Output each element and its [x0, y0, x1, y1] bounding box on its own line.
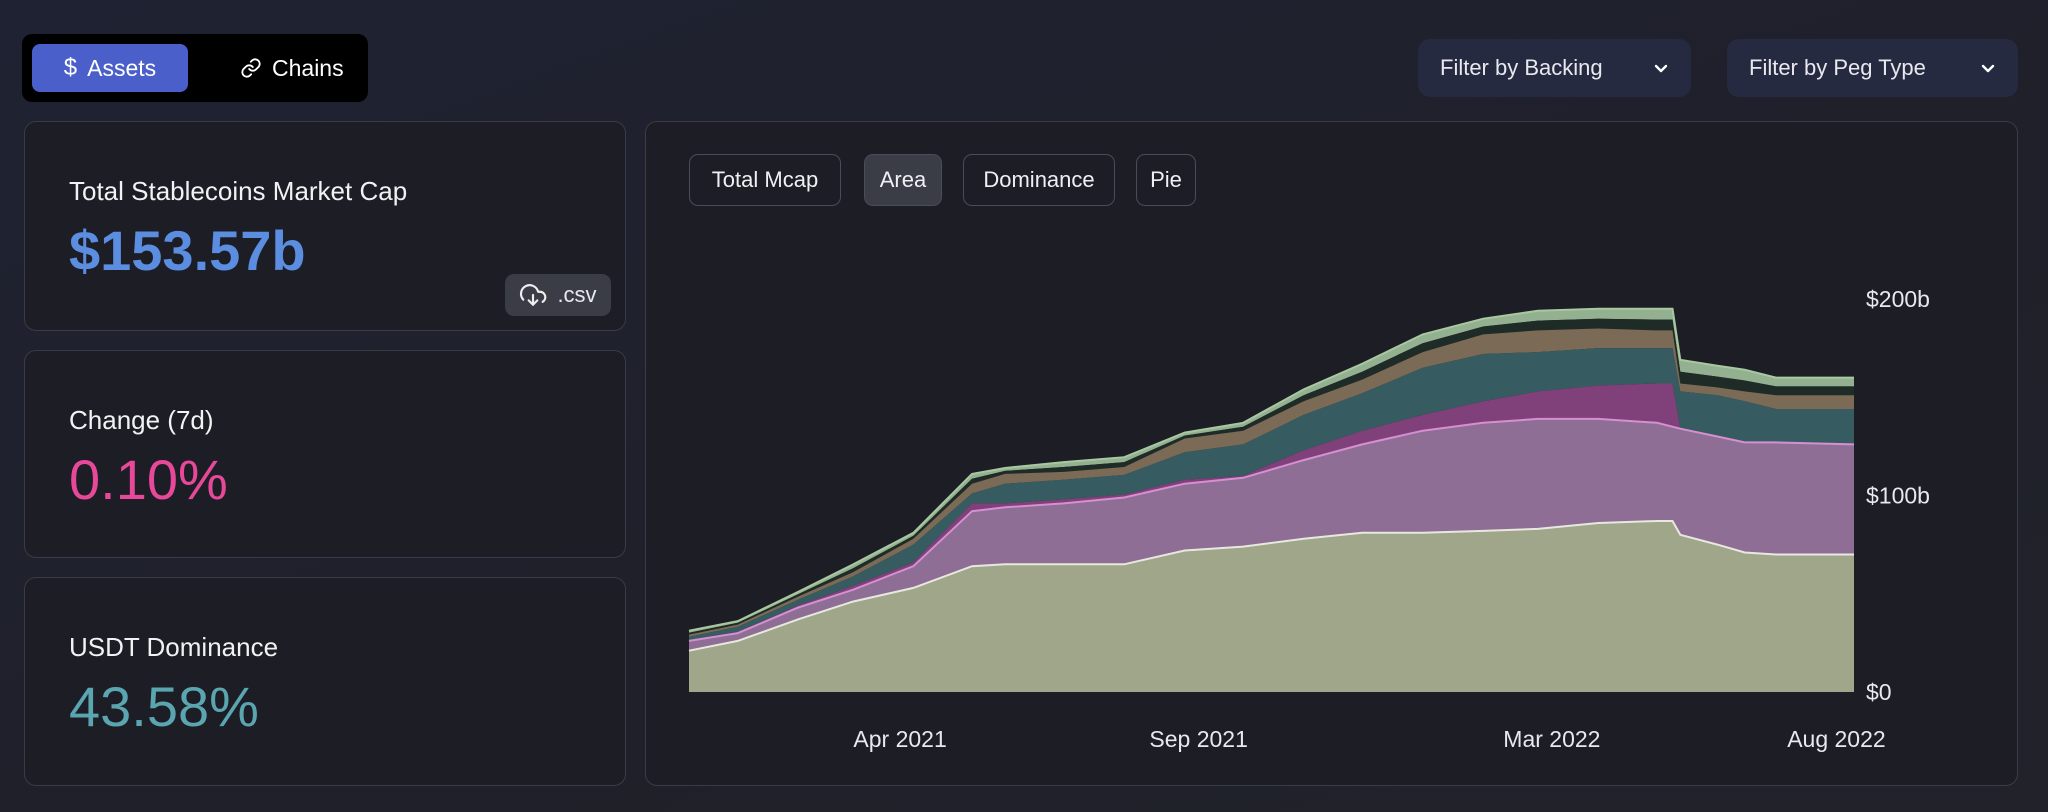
mode-total-mcap-button[interactable]: Total Mcap — [689, 154, 841, 206]
tab-chains[interactable]: Chains — [218, 44, 366, 92]
area-layer-edge-1 — [688, 417, 1855, 642]
total-mcap-title: Total Stablecoins Market Cap — [69, 176, 408, 206]
view-toggle: $ Assets Chains — [22, 34, 368, 102]
x-tick-label: Apr 2021 — [853, 726, 946, 752]
y-tick-label: $200b — [1866, 286, 1930, 312]
tab-chains-label: Chains — [272, 54, 344, 81]
usdt-dominance-card: USDT Dominance 43.58% — [24, 577, 626, 786]
chevron-down-icon — [1981, 64, 1995, 73]
tab-assets[interactable]: $ Assets — [32, 44, 188, 92]
total-edge-line — [688, 307, 1854, 632]
dollar-icon: $ — [63, 54, 78, 81]
download-csv-button[interactable]: .csv — [505, 274, 611, 316]
filter-backing-label: Filter by Backing — [1440, 55, 1603, 80]
mode-area-button[interactable]: Area — [864, 154, 942, 206]
y-tick-label: $100b — [1866, 483, 1930, 509]
area-layer-1 — [689, 418, 1854, 651]
cloud-download-icon — [520, 284, 547, 306]
link-icon — [241, 58, 261, 78]
usdt-dominance-title: USDT Dominance — [69, 632, 279, 662]
change-7d-value: 0.10% — [69, 448, 228, 511]
mode-pie-button[interactable]: Pie — [1136, 154, 1196, 206]
x-tick-label: Sep 2021 — [1149, 726, 1247, 752]
csv-label: .csv — [557, 282, 597, 307]
area-layer-edge-0 — [688, 520, 1854, 652]
change-7d-title: Change (7d) — [69, 405, 214, 435]
y-tick-label: $0 — [1866, 679, 1892, 705]
total-mcap-card: Total Stablecoins Market Cap $153.57b .c… — [24, 121, 626, 331]
change-7d-card: Change (7d) 0.10% — [24, 350, 626, 558]
x-tick-label: Aug 2022 — [1787, 726, 1885, 752]
filter-by-backing-dropdown[interactable]: Filter by Backing — [1418, 39, 1691, 97]
total-mcap-value: $153.57b — [69, 219, 306, 282]
chart-panel: Total Mcap Area Dominance Pie $0 $100b $20… — [645, 121, 2018, 786]
filter-peg-label: Filter by Peg Type — [1749, 55, 1926, 80]
chevron-down-icon — [1654, 64, 1668, 73]
area-layer-0 — [689, 521, 1854, 692]
mode-dominance-button[interactable]: Dominance — [963, 154, 1115, 206]
usdt-dominance-value: 43.58% — [69, 675, 259, 738]
tab-assets-label: Assets — [87, 54, 157, 81]
x-tick-label: Mar 2022 — [1503, 726, 1600, 752]
filter-by-peg-type-dropdown[interactable]: Filter by Peg Type — [1727, 39, 2018, 97]
stacked-area-chart: $0 $100b $200b Apr 2021 Sep 2021 Mar 2022 Aug … — [688, 286, 1930, 752]
